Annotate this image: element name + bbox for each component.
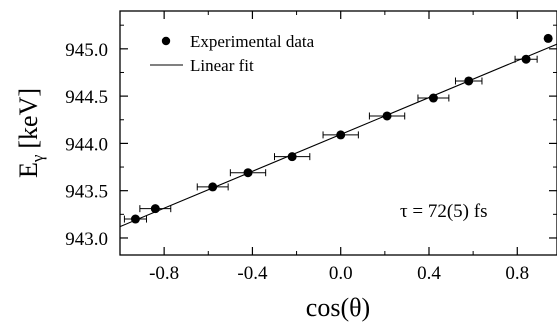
legend-label-fit: Linear fit <box>190 56 254 75</box>
x-tick-label: -0.4 <box>237 263 268 284</box>
data-points-group <box>123 33 553 224</box>
x-tick-label: 0.8 <box>505 263 529 284</box>
y-axis-label-main: E <box>14 162 43 178</box>
legend-label-data: Experimental data <box>190 32 315 51</box>
y-tick-label: 944.5 <box>65 87 108 108</box>
data-point <box>243 168 253 178</box>
x-tick-labels: -0.8 -0.4 0.0 0.4 0.8 <box>149 263 529 284</box>
y-axis-label-unit: [keV] <box>14 88 43 149</box>
data-point <box>287 152 297 162</box>
y-axis-label-sub: γ <box>28 154 47 163</box>
y-tick-label: 943.5 <box>65 182 108 203</box>
tau-annotation: τ = 72(5) fs <box>400 201 487 222</box>
data-point <box>543 33 553 43</box>
y-axis-label: Eγ [keV] <box>14 88 47 178</box>
y-tick-label: 943.0 <box>65 229 108 250</box>
legend-marker-data <box>161 36 171 46</box>
data-point <box>336 130 346 140</box>
y-tick-label: 944.0 <box>65 134 108 155</box>
legend: Experimental data Linear fit <box>150 32 315 75</box>
x-axis-label: cos(θ) <box>306 293 370 322</box>
x-tick-label: -0.8 <box>149 263 179 284</box>
data-point <box>382 111 392 121</box>
data-point <box>464 76 474 86</box>
y-tick-label: 945.0 <box>65 40 108 61</box>
data-point <box>521 54 531 64</box>
data-point <box>428 93 438 103</box>
x-tick-label: 0.4 <box>417 263 441 284</box>
plot-frame <box>119 10 557 256</box>
axis-ticks <box>119 11 557 255</box>
y-tick-labels: 943.0 943.5 944.0 944.5 945.0 <box>65 40 108 250</box>
data-point <box>208 182 218 192</box>
data-point <box>150 204 160 214</box>
data-point <box>130 214 140 224</box>
x-tick-label: 0.0 <box>329 263 353 284</box>
